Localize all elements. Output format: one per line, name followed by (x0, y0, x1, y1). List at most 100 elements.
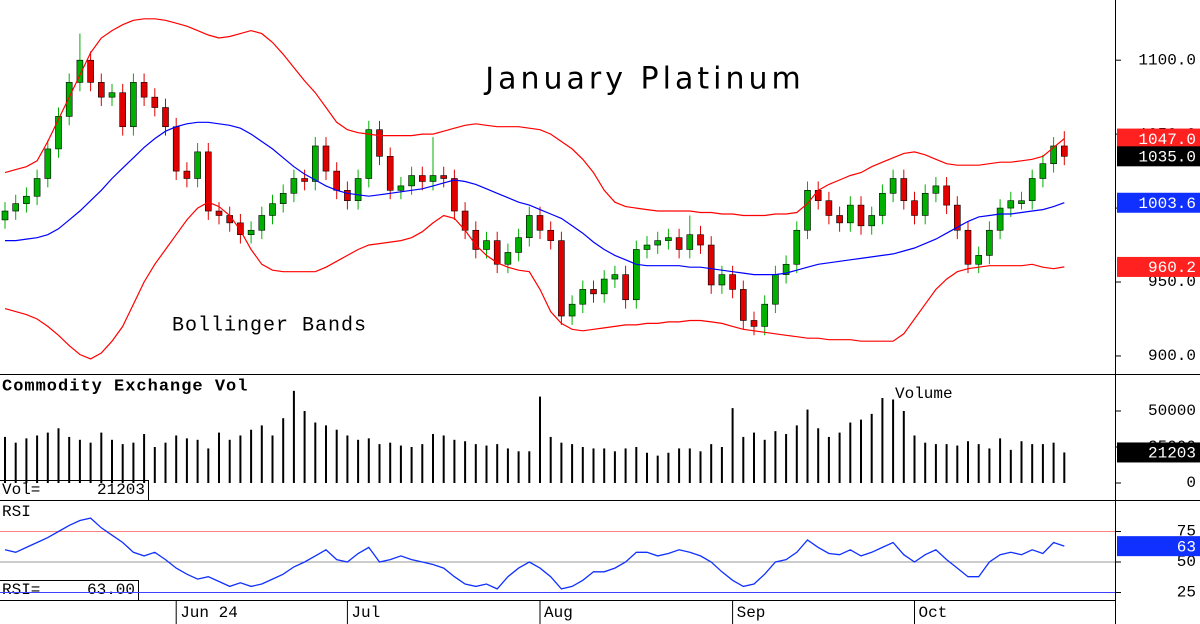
candle-body (900, 178, 908, 201)
volume-bar (239, 435, 242, 483)
volume-bar (228, 439, 231, 483)
candle-body (322, 145, 330, 172)
candle-body (440, 175, 448, 179)
volume-bar (977, 444, 980, 483)
volume-bar (185, 438, 188, 483)
volume-bar (571, 444, 574, 483)
volume-bar (731, 408, 734, 483)
volume-bar (688, 448, 691, 483)
volume-bar (560, 442, 563, 483)
candle-body (590, 289, 597, 295)
volume-bar (4, 436, 6, 483)
x-tick-label: Jun 24 (180, 604, 238, 622)
x-tick-label: Oct (919, 604, 948, 622)
volume-bar (218, 432, 220, 483)
volume-bar (581, 446, 584, 483)
candle-body (879, 192, 886, 216)
candle-body (376, 129, 383, 157)
candle-body (793, 229, 801, 265)
volume-bar (967, 441, 969, 483)
candle-body (772, 274, 779, 305)
volume-bar (250, 429, 253, 483)
volume-bar (175, 435, 178, 483)
candle-body (172, 126, 180, 172)
volume-bar (646, 452, 648, 483)
price-tag-label: 960.2 (1148, 259, 1196, 277)
candle-body (739, 289, 747, 321)
candle-body (750, 320, 758, 327)
candle-body (986, 229, 993, 256)
candle-body (868, 215, 876, 227)
x-tick-label: Sep (737, 604, 766, 622)
candle-body (23, 195, 30, 204)
volume-bar (528, 451, 531, 483)
candle-body (889, 178, 897, 194)
candle-body (1018, 200, 1025, 204)
readout-label: RSI= (2, 581, 40, 599)
volume-bar (442, 435, 445, 483)
volume-bar (335, 429, 338, 483)
volume-bar (100, 432, 103, 483)
candle-body (536, 215, 544, 231)
price-tag (1117, 146, 1200, 167)
candle-body (55, 116, 62, 150)
volume-bar (121, 444, 124, 483)
chart-title: January Platinum (483, 62, 804, 97)
volume-bar (260, 425, 263, 483)
y-tick-label: 950.0 (1148, 273, 1196, 291)
band-line (4, 201, 1065, 360)
candle-body (205, 151, 212, 212)
candle-body (654, 240, 662, 246)
volume-bar (378, 444, 381, 483)
volume-bar (742, 436, 745, 483)
candle-body (140, 82, 148, 98)
volume-bar (132, 442, 135, 483)
candle-body (975, 255, 983, 265)
volume-bar (1063, 452, 1066, 483)
candle-body (98, 82, 105, 98)
volume-bar (453, 439, 456, 483)
candle-body (729, 274, 736, 290)
price-tag-label: 1047.0 (1138, 131, 1196, 149)
volume-bar (699, 451, 702, 483)
candle-body (996, 207, 1004, 231)
candle-body (1039, 163, 1047, 179)
candle-body (857, 204, 865, 227)
volume-bar (485, 445, 488, 483)
candle-body (130, 82, 137, 128)
price-tag (1117, 536, 1200, 557)
candle-body (697, 234, 704, 246)
readout-box (0, 580, 139, 600)
candle-body (76, 59, 84, 83)
candle-body (611, 274, 619, 280)
volume-bar (292, 390, 295, 483)
price-tag-label: 1003.6 (1138, 195, 1196, 213)
candle-body (301, 178, 308, 182)
volume-bar (367, 438, 370, 483)
volume-bar (143, 434, 146, 483)
candle-body (943, 185, 950, 206)
candle-body (932, 185, 940, 194)
candle-body (183, 170, 191, 179)
volume-bar (592, 448, 595, 483)
volume-bar (46, 432, 49, 483)
volume-bar (838, 432, 841, 483)
candle-body (911, 200, 918, 216)
candle-body (814, 190, 822, 201)
volume-bar (892, 399, 895, 483)
band-line (4, 18, 1065, 217)
candle-body (782, 263, 790, 275)
volume-bar (753, 432, 755, 483)
volume-bar (795, 425, 798, 483)
volume-bar (635, 446, 638, 483)
volume-bar (325, 425, 327, 483)
volume-bar (539, 396, 541, 483)
candle-body (632, 249, 640, 301)
annotation: Volume (895, 385, 953, 403)
y-tick-label: 0 (1186, 474, 1196, 492)
volume-bar (410, 446, 413, 483)
candle-body (87, 59, 94, 83)
volume-bar (196, 439, 199, 483)
